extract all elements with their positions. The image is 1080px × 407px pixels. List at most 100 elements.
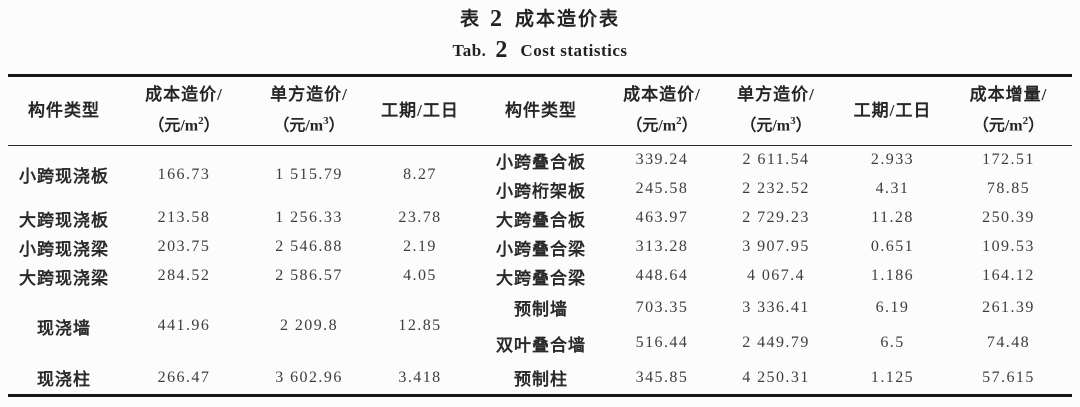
header-title: 工期/工日 (381, 101, 459, 120)
header-title: 构件类型 (28, 101, 100, 120)
unit-cost-cell: 3 336.41 (742, 298, 810, 316)
title-en-number: 2 (495, 37, 508, 63)
cost-cell: 203.75 (157, 238, 211, 255)
header-title: 成本造价/ (623, 85, 701, 105)
header-title: 成本造价/ (145, 85, 223, 105)
title-en-label: Tab. (452, 41, 487, 60)
unit-cost-cell: 2 611.54 (742, 151, 810, 169)
duration-cell: 6.5 (880, 334, 905, 351)
component-type-cell: 预制墙 (514, 300, 568, 319)
title-zh-label: 表 (459, 9, 481, 30)
duration-cell: 4.31 (875, 180, 910, 197)
table-title-zh: 表 2 成本造价表 (0, 4, 1080, 35)
cost-cell: 441.96 (157, 317, 211, 334)
col-header-cost-left: 成本造价/ （元/m2） (120, 75, 248, 146)
unit-cost-cell: 3 602.96 (275, 368, 343, 386)
table-row: 大跨现浇梁 284.52 2 586.57 4.05 大跨叠合梁 448.64 … (8, 262, 1072, 291)
component-type-cell: 现浇墙 (37, 318, 91, 338)
header-unit: （元/m2） (148, 115, 220, 135)
table-title-en: Tab. 2 Cost statistics (0, 35, 1080, 66)
component-type-cell: 小跨叠合梁 (496, 239, 586, 259)
header-unit: （元/m3） (273, 115, 345, 135)
header-title: 成本增量/ (969, 85, 1048, 105)
header-unit: （元/m3） (740, 115, 812, 135)
duration-cell: 1.186 (870, 267, 915, 284)
header-unit: （元/m2） (626, 115, 698, 135)
unit-cost-cell: 1 515.79 (275, 165, 343, 183)
component-type-cell: 预制柱 (514, 370, 568, 390)
cost-cell: 345.85 (635, 368, 689, 386)
increment-cell: 172.51 (982, 151, 1035, 169)
cost-cell: 266.47 (157, 368, 211, 386)
duration-cell: 2.933 (870, 151, 915, 169)
table-row: 现浇墙 441.96 2 209.8 12.85 预制墙 703.35 3 33… (8, 291, 1072, 338)
duration-cell: 11.28 (871, 209, 914, 226)
unit-cost-cell: 2 209.8 (279, 317, 339, 334)
cost-cell: 313.28 (635, 238, 689, 255)
component-type-cell: 大跨现浇板 (19, 210, 109, 230)
cost-cell: 703.35 (635, 298, 689, 316)
duration-cell: 8.27 (403, 165, 437, 183)
increment-cell: 74.48 (986, 334, 1031, 351)
duration-cell: 2.19 (403, 238, 437, 255)
duration-cell: 6.19 (875, 298, 910, 316)
duration-cell: 4.05 (403, 267, 437, 284)
cost-cell: 213.58 (157, 209, 211, 226)
unit-cost-cell: 1 256.33 (275, 209, 343, 226)
unit-cost-cell: 2 449.79 (742, 334, 810, 351)
header-title: 单方造价/ (270, 85, 348, 105)
cost-cell: 339.24 (635, 151, 689, 169)
cost-cell: 463.97 (635, 209, 689, 226)
header-unit: （元/m2） (972, 115, 1045, 135)
cost-cell: 166.73 (157, 165, 211, 183)
col-header-unit-cost-left: 单方造价/ （元/m3） (248, 75, 370, 146)
unit-cost-cell: 2 729.23 (742, 209, 810, 226)
col-header-duration-left: 工期/工日 (370, 75, 470, 146)
component-type-cell: 小跨现浇梁 (19, 239, 109, 259)
unit-cost-cell: 2 232.52 (742, 180, 810, 197)
table-caption: 表 2 成本造价表 Tab. 2 Cost statistics (0, 4, 1080, 66)
col-header-cost-right: 成本造价/ （元/m2） (612, 75, 712, 146)
unit-cost-cell: 2 586.57 (275, 267, 343, 284)
cost-cell: 516.44 (635, 334, 689, 351)
component-type-cell: 小跨现浇板 (19, 167, 109, 187)
header-title: 构件类型 (505, 101, 577, 120)
duration-cell: 0.651 (870, 238, 915, 255)
duration-cell: 1.125 (870, 368, 915, 386)
unit-cost-cell: 4 067.4 (746, 267, 806, 284)
unit-cost-cell: 2 546.88 (275, 238, 343, 255)
increment-cell: 261.39 (982, 298, 1035, 316)
increment-cell: 78.85 (986, 180, 1031, 197)
table-row: 小跨桁架板 245.58 2 232.52 4.31 78.85 (8, 175, 1072, 204)
table-row: 现浇柱 266.47 3 602.96 3.418 预制柱 345.85 4 2… (8, 362, 1072, 396)
col-header-component-type-right: 构件类型 (470, 75, 612, 146)
title-zh-text: 成本造价表 (515, 9, 621, 30)
increment-cell: 164.12 (982, 267, 1035, 284)
increment-cell: 250.39 (982, 209, 1035, 226)
component-type-cell: 大跨现浇梁 (19, 268, 109, 288)
cost-statistics-table: 构件类型 成本造价/ （元/m2） 单方造价/ （元/m3） 工期/工日 构件类… (8, 74, 1072, 397)
duration-cell: 12.85 (398, 317, 442, 334)
component-type-cell: 小跨桁架板 (496, 181, 586, 201)
increment-cell: 109.53 (982, 238, 1035, 255)
cost-cell: 284.52 (157, 267, 211, 284)
component-type-cell: 小跨叠合板 (496, 152, 586, 172)
increment-cell: 57.615 (982, 368, 1035, 386)
unit-cost-cell: 4 250.31 (742, 368, 810, 386)
col-header-duration-right: 工期/工日 (840, 75, 945, 146)
table-row: 小跨现浇梁 203.75 2 546.88 2.19 小跨叠合梁 313.28 … (8, 233, 1072, 262)
table-row: 双叶叠合墙 516.44 2 449.79 6.5 74.48 (8, 325, 1072, 362)
duration-cell: 23.78 (398, 209, 442, 226)
table-row: 大跨现浇板 213.58 1 256.33 23.78 大跨叠合板 463.97… (8, 204, 1072, 233)
cost-cell: 245.58 (635, 180, 689, 197)
component-type-cell: 现浇柱 (37, 370, 91, 390)
component-type-cell: 大跨叠合板 (496, 210, 586, 230)
unit-cost-cell: 3 907.95 (742, 238, 810, 255)
component-type-cell: 双叶叠合墙 (496, 335, 586, 355)
table-row: 小跨现浇板 166.73 1 515.79 8.27 小跨叠合板 339.24 … (8, 146, 1072, 186)
col-header-cost-increment: 成本增量/ （元/m2） (945, 75, 1072, 146)
header-title: 工期/工日 (853, 101, 932, 120)
col-header-unit-cost-right: 单方造价/ （元/m3） (712, 75, 840, 146)
title-zh-number: 2 (490, 6, 502, 32)
